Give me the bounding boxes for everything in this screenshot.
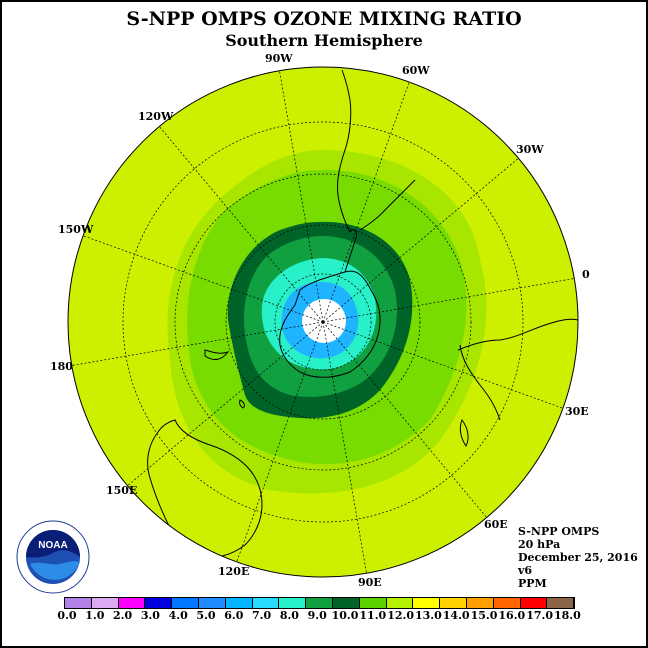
color-tick-label: 7.0 [252,609,272,622]
lon-label-60e: 60E [484,518,508,531]
lon-label-90w: 90W [265,52,293,65]
product-info: S-NPP OMPS 20 hPa December 25, 2016 v6 P… [518,525,638,590]
lon-label-120e: 120E [218,565,249,578]
color-swatch [359,598,387,608]
color-tick-label: 14.0 [442,609,470,622]
color-swatch [65,598,92,608]
lon-label-150w: 150W [58,223,94,236]
map-title: S-NPP OMPS OZONE MIXING RATIO [126,8,522,30]
antarctic-peninsula [344,229,357,273]
color-swatch [466,598,494,608]
color-swatch [440,598,467,608]
info-units: PPM [518,577,547,590]
color-swatch [493,598,521,608]
color-swatch [413,598,441,608]
color-tick-label: 8.0 [279,609,299,622]
color-tick-label: 10.0 [331,609,359,622]
south-america-coastline [337,69,352,233]
lon-label-0: 0 [582,268,590,281]
map-subtitle: Southern Hemisphere [225,31,423,50]
info-version: v6 [518,564,533,577]
color-tick-label: 18.0 [553,609,581,622]
map-disk-border [67,66,579,578]
lon-label-120w: 120W [138,110,174,123]
color-swatch [332,598,360,608]
color-swatch [547,598,575,608]
lon-label-90e: 90E [358,576,382,589]
color-tick-label: 17.0 [526,609,553,622]
color-swatch [252,598,280,608]
indian-ocean-islands [239,399,245,409]
color-tick-label: 2.0 [113,609,133,622]
color-swatch [520,598,548,608]
madagascar-coast [459,418,469,447]
coastlines [147,69,578,558]
africa-coastline [457,318,578,351]
color-tick-label: 4.0 [168,609,188,622]
color-tick-label: 3.0 [140,609,160,622]
new-zealand-coast [204,349,230,360]
info-date: December 25, 2016 [518,551,638,564]
color-tick-label: 15.0 [470,609,498,622]
color-swatch [145,598,173,608]
color-tick-label: 11.0 [359,609,387,622]
color-swatch [91,598,119,608]
color-tick-label: 1.0 [85,609,105,622]
lon-label-30w: 30W [516,143,544,156]
lon-label-30e: 30E [565,405,589,418]
color-swatch [386,598,414,608]
noaa-logo-text: NOAA [38,540,67,551]
color-tick-label: 13.0 [414,609,442,622]
color-scale-bar [64,597,576,609]
australia-coastline [147,419,263,558]
color-tick-label: 0.0 [57,609,77,622]
color-tick-label: 9.0 [307,609,327,622]
south-america-coastline-east [359,179,416,231]
color-swatch [306,598,333,608]
color-swatch [225,598,253,608]
longitude-labels: 90W 60W 30W 0 30E 60E 90E 120E 150E 180 … [50,52,590,589]
color-tick-label: 5.0 [196,609,216,622]
color-tick-label: 12.0 [387,609,414,622]
color-swatch [198,598,226,608]
lon-label-150e: 150E [106,484,137,497]
antarctica-coastline [279,270,381,378]
noaa-logo-icon: NOAA [16,520,90,594]
color-tick-label: 6.0 [224,609,244,622]
lon-label-180: 180 [50,360,73,373]
lon-label-60w: 60W [402,64,430,77]
color-tick-label: 16.0 [498,609,526,622]
color-swatch [279,598,307,608]
graticule [68,67,578,577]
info-level: 20 hPa [518,538,561,551]
africa-south-tip [459,344,501,421]
info-instrument: S-NPP OMPS [518,525,600,538]
color-swatch [172,598,199,608]
color-swatch [118,598,146,608]
color-scale-ticks: 0.0 1.0 2.0 3.0 4.0 5.0 6.0 7.0 8.0 9.0 10.0 11.0 12… [48,609,608,623]
